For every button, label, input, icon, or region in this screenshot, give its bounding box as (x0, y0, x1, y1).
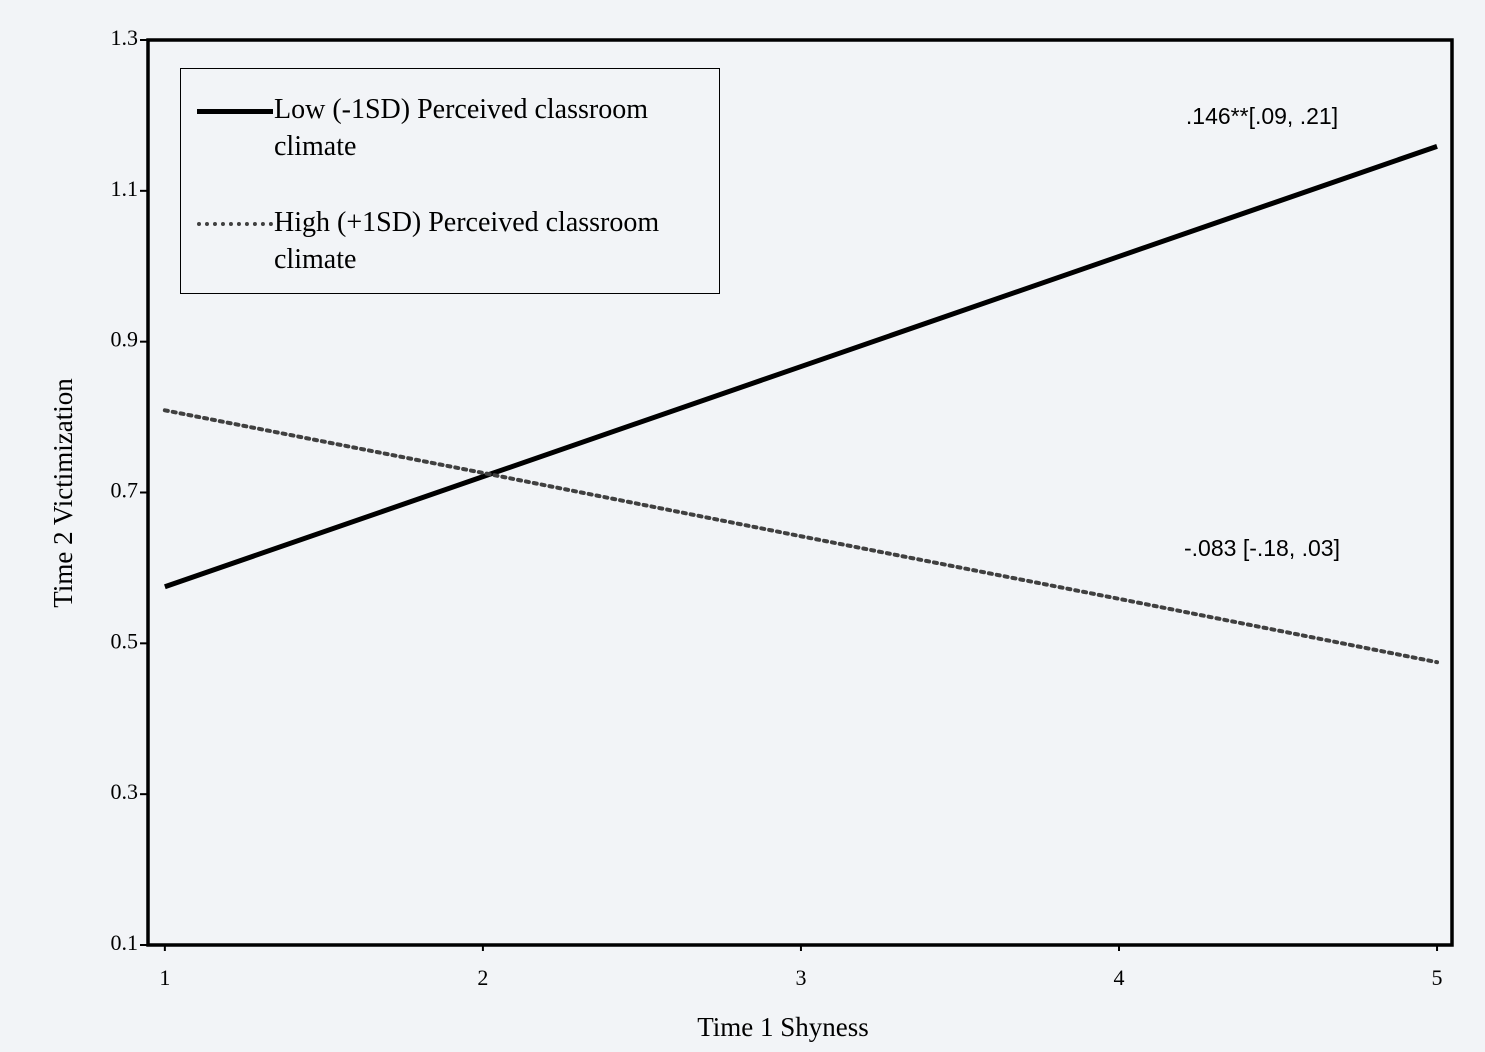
y-tick-label: 0.1 (111, 930, 139, 955)
x-tick-label: 1 (159, 965, 170, 990)
legend-label: Low (-1SD) Perceived classroom climate (274, 91, 719, 165)
x-tick-label: 2 (477, 965, 488, 990)
legend-swatch (197, 222, 273, 226)
y-axis-title: Time 2 Victimization (48, 378, 78, 608)
y-tick-label: 0.3 (111, 779, 139, 804)
x-axis-title: Time 1 Shyness (697, 1012, 869, 1042)
x-tick-label: 4 (1114, 965, 1125, 990)
y-tick-label: 0.5 (111, 628, 139, 653)
x-tick-label: 5 (1432, 965, 1443, 990)
annotation: -.083 [-.18, .03] (1184, 535, 1340, 561)
x-tick-label: 3 (795, 965, 806, 990)
legend-swatch (197, 109, 273, 114)
annotation: .146**[.09, .21] (1186, 103, 1338, 129)
y-tick-label: 0.7 (111, 478, 139, 503)
y-tick-label: 1.3 (111, 25, 139, 50)
y-tick-label: 1.1 (111, 176, 139, 201)
legend: Low (-1SD) Perceived classroom climate Hi… (180, 68, 720, 294)
legend-label: High (+1SD) Perceived classroom climate (274, 204, 719, 278)
y-tick-label: 0.9 (111, 327, 139, 352)
page: Time 1 Shyness Time 2 Victimization 0.1 0… (0, 0, 1485, 1052)
